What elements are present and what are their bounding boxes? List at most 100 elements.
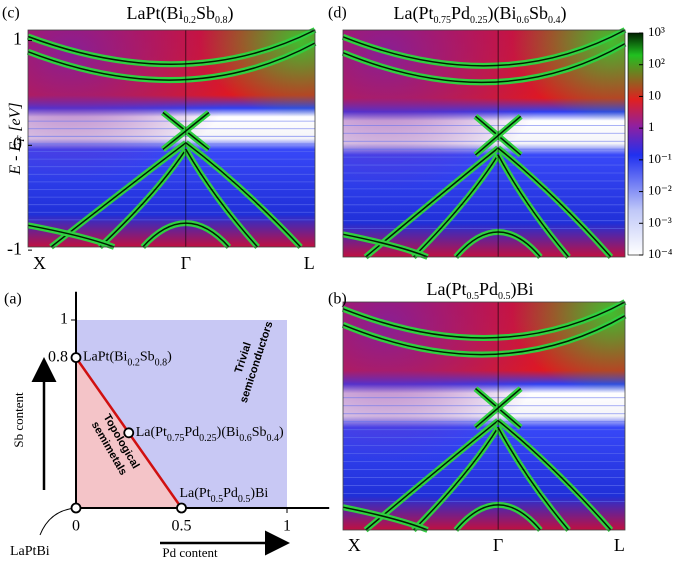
text-part: )Bi (511, 279, 534, 300)
band (185, 149, 259, 248)
band (342, 29, 626, 67)
text-part: [eV] (7, 102, 24, 135)
text-part: Pd (451, 3, 470, 23)
text-part: 0.5 (238, 494, 251, 505)
frame (27, 29, 316, 248)
text-part: ) (279, 425, 284, 440)
phase-point (70, 352, 82, 364)
text-part: 0.5 (466, 291, 479, 302)
text-part: 0.25 (470, 15, 488, 26)
panel-label: (d) (328, 5, 347, 22)
text-part: )(Bi (488, 3, 517, 24)
text-part: 0.75 (433, 15, 451, 26)
text-part: ) (561, 3, 567, 24)
text-part: Sb (529, 3, 548, 23)
phase-point (176, 502, 187, 514)
text-part: La(Pt (393, 3, 433, 24)
y-tick-label: -1 (7, 238, 22, 258)
band (497, 154, 570, 258)
y-tick-label: 0.8 (48, 348, 68, 365)
phase-point (123, 427, 135, 439)
text-part: 0.8 (155, 357, 168, 368)
text-part: 0.25 (199, 433, 217, 444)
band (342, 315, 626, 356)
band (342, 233, 428, 258)
text-part: Sb (140, 350, 155, 365)
band (497, 427, 570, 531)
x-tick-label: 0.5 (172, 518, 192, 535)
band (342, 506, 428, 531)
colorbar-label: 10³ (648, 24, 665, 39)
text-part: Sb (196, 3, 215, 23)
x-tick-label: X (33, 253, 46, 273)
panel-label: (c) (2, 5, 20, 22)
text-part: E - E (7, 142, 24, 176)
point-label: LaPtBi (10, 544, 50, 559)
text-part: Pd (223, 486, 238, 501)
band (27, 224, 115, 248)
x-tick-label: L (614, 535, 625, 555)
colorbar-label: 10 (648, 87, 661, 102)
text-part: La(Pt (426, 279, 466, 300)
x-tick-label: 0 (72, 518, 80, 535)
panel-title: La(Pt0.5Pd0.5)Bi (426, 279, 533, 302)
colorbar-label: 10⁻¹ (648, 151, 672, 166)
band (342, 42, 626, 84)
colorbar-label: 10⁻³ (648, 214, 672, 229)
text-part: 0.2 (127, 357, 140, 368)
x-tick-label: X (348, 535, 361, 555)
x-tick-label: L (304, 253, 315, 273)
colorbar-label: 10² (648, 56, 665, 71)
frame (342, 301, 626, 531)
y-tick-label: 1 (13, 29, 22, 49)
panel-label: (a) (4, 291, 22, 308)
band (412, 427, 499, 531)
text-part: 0.6 (517, 15, 530, 26)
text-part: )Bi (250, 486, 268, 501)
text-part: 0.2 (183, 15, 196, 26)
band (27, 42, 316, 81)
band (412, 154, 499, 258)
x-axis-label: Pd content (162, 545, 218, 560)
text-part: 0.5 (498, 291, 511, 302)
y-axis-label: E - EF [eV] (7, 102, 27, 175)
colorbar-label: 10⁻⁴ (648, 246, 673, 261)
text-part: 0.4 (548, 15, 561, 26)
band (99, 148, 187, 248)
text-part: La(Pt (180, 486, 211, 501)
band (497, 147, 612, 258)
point-label: La(Pt0.5Pd0.5)Bi (180, 486, 269, 505)
text-part: Pd (479, 279, 498, 299)
leader (39, 507, 77, 536)
colorbar (627, 32, 644, 256)
y-axis-label: Sb content (11, 392, 26, 448)
text-part: 0.4 (267, 433, 280, 444)
band (27, 29, 316, 65)
text-part: 0.6 (239, 433, 252, 444)
phase-point (70, 502, 82, 514)
point-label: La(Pt0.75Pd0.25)(Bi0.6Sb0.4) (136, 425, 284, 444)
text-part: Sb (252, 425, 267, 440)
text-part: 0.75 (167, 433, 185, 444)
x-tick-label: Γ (493, 535, 503, 555)
frame (342, 29, 626, 258)
panel-title: La(Pt0.75Pd0.25)(Bi0.6Sb0.4) (393, 3, 566, 26)
text-part: ) (228, 3, 234, 24)
text-part: F (16, 135, 27, 143)
x-tick-label: 1 (283, 518, 291, 535)
band (342, 301, 626, 339)
text-part: LaPtBi (10, 544, 50, 559)
colorbar-label: 1 (648, 119, 655, 134)
text-part: ) (167, 350, 172, 365)
text-part: La(Pt (136, 425, 167, 440)
text-part: 0.8 (215, 15, 228, 26)
band (497, 420, 612, 531)
panel-title: LaPt(Bi0.2Sb0.8) (126, 3, 233, 26)
y-tick-label: 0 (13, 133, 22, 153)
x-tick-label: Γ (181, 253, 191, 273)
band (185, 142, 302, 248)
y-tick-label: 1 (60, 311, 68, 328)
text-part: LaPt(Bi (126, 3, 183, 24)
text-part: )(Bi (217, 425, 240, 440)
